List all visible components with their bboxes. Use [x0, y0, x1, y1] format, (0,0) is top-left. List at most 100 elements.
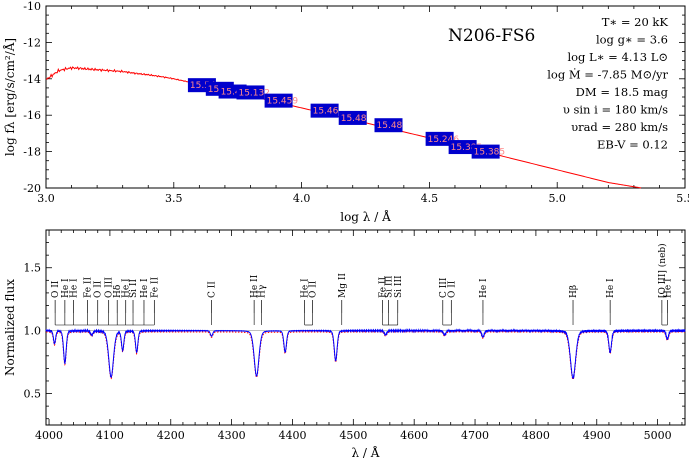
line-id: He II — [250, 274, 260, 313]
line-id-label: Fe II — [379, 277, 389, 298]
photometry-label: 15.132 — [238, 88, 269, 98]
spectrum-y-tick-label: 1.0 — [24, 325, 42, 338]
line-id-label: O II — [51, 280, 61, 298]
photometry-point: 15.48 — [338, 110, 367, 125]
line-id: Mg II — [338, 273, 348, 313]
line-id: Hγ — [257, 285, 267, 313]
line-id: He I — [140, 278, 150, 313]
spectrum-panel: 4000 4100 4200 4300 4400 4500 4600 4700 4800 4900… — [3, 229, 686, 460]
line-id-label: He II — [250, 274, 260, 298]
photometry-label: 15.54 — [190, 81, 216, 91]
sed-y-tick-label: -18 — [23, 146, 41, 159]
line-id: C III — [439, 277, 449, 313]
sed-y-axis-label: log fλ [erg/s/cm²/Å] — [2, 38, 17, 156]
line-id: He I — [606, 278, 616, 313]
line-id: He I — [301, 278, 311, 313]
line-id-label: Hβ — [569, 285, 579, 298]
line-id-label: Hγ — [257, 285, 267, 298]
spectrum-y-tick-label: 0.5 — [24, 388, 42, 401]
sed-y-tick-label: -12 — [23, 36, 41, 49]
line-id: Fe II — [150, 277, 160, 313]
photometry-box — [264, 93, 293, 108]
model-spectrum-dotted — [46, 331, 686, 381]
line-id: O II — [447, 280, 457, 313]
spectrum-axis-ticks: 4000 4100 4200 4300 4400 4500 4600 4700 4800 4900… — [24, 230, 685, 442]
sed-y-tick-label: -10 — [23, 0, 41, 13]
photometry-label: 15.484 — [221, 88, 253, 98]
spectrum-x-tick-label: 4500 — [339, 429, 367, 442]
sed-axis-ticks: 3.0 3.5 4.0 4.5 5.0 5.5 -20 -18 -16 -14 -12 -10 — [23, 0, 689, 205]
line-id-label: He I — [69, 278, 79, 298]
stellar-parameter: log L∗ = 4.13 L⊙ — [567, 50, 668, 64]
line-id-label: He I — [122, 278, 132, 298]
photometry-box — [448, 140, 477, 155]
photometry-label: 15.246 — [428, 135, 460, 145]
photometry-point: 15.385 — [471, 144, 506, 159]
photometry-label: 15.385 — [474, 148, 506, 158]
line-id-label: Si II — [129, 279, 139, 298]
photometry-label: 15.48 — [341, 114, 367, 124]
photometry-box — [236, 85, 265, 100]
sed-x-tick-label: 4.5 — [421, 192, 439, 205]
line-id: Hδ — [113, 285, 123, 313]
spectrum-x-tick-label: 4700 — [461, 429, 489, 442]
spectrum-x-tick-label: 5000 — [644, 429, 672, 442]
sed-x-tick-label: 4.0 — [293, 192, 311, 205]
spectrum-x-tick-label: 4400 — [278, 429, 306, 442]
photometry-point: 15.48 — [374, 118, 403, 133]
photometry-label: 15.46 — [313, 107, 339, 117]
line-id: Fe II — [83, 277, 93, 313]
line-id: Hβ — [569, 285, 579, 313]
sed-x-axis-label: log λ / Å — [340, 209, 391, 224]
line-id-label: He I — [61, 278, 71, 298]
line-id-label: Fe II — [150, 277, 160, 298]
line-id: O II — [94, 280, 104, 313]
line-id: Si III — [385, 275, 395, 313]
line-id-label: He I — [479, 278, 489, 298]
photometry-label: 15.385 — [451, 143, 483, 153]
line-id: Si II — [129, 279, 139, 313]
spectrum-y-tick-label: 1.5 — [24, 262, 42, 275]
line-id-label: He I — [663, 278, 673, 298]
spectrum-x-tick-label: 4600 — [400, 429, 428, 442]
observed-spectrum — [45, 328, 686, 379]
spectrum-x-tick-label: 4100 — [96, 429, 124, 442]
line-id-label: O III — [105, 277, 115, 298]
photometry-box — [425, 131, 454, 146]
line-id-label: [O III] (neb) — [657, 243, 668, 298]
spectrum-x-axis-label: λ / Å — [352, 445, 380, 460]
sed-x-tick-label: 5.5 — [676, 192, 689, 205]
line-id-label: O II — [309, 280, 319, 298]
sed-photometry-boxes: 15.5415.59715.48415.13215.45915.4615.481… — [187, 78, 506, 159]
line-id: Si III — [394, 275, 404, 313]
sed-x-tick-label: 5.0 — [548, 192, 566, 205]
spectrum-x-tick-label: 4800 — [522, 429, 550, 442]
spectrum-y-axis-label: Normalized flux — [3, 279, 17, 376]
line-id: He I — [122, 278, 132, 313]
line-id: O II — [309, 280, 319, 313]
stellar-parameter: DM = 18.5 mag — [576, 85, 669, 99]
spectrum-x-tick-label: 4300 — [218, 429, 246, 442]
star-name: N206-FS6 — [448, 26, 535, 46]
line-id: Fe II — [379, 277, 389, 313]
line-id: He I — [663, 278, 673, 313]
line-id-label: Si III — [385, 275, 395, 298]
line-id-label: C II — [208, 281, 218, 298]
sed-x-tick-label: 3.0 — [37, 192, 55, 205]
sed-panel: 3.0 3.5 4.0 4.5 5.0 5.5 -20 -18 -16 -14 -12 -10 15.… — [2, 0, 689, 224]
sed-y-tick-label: -14 — [23, 73, 41, 86]
line-id-label: C III — [439, 277, 449, 298]
photometry-point: 15.459 — [264, 93, 299, 108]
stellar-parameter: υrad = 280 km/s — [571, 120, 668, 134]
photometry-point: 15.46 — [310, 103, 339, 118]
photometry-label: 15.459 — [267, 97, 299, 107]
line-id-label: He I — [301, 278, 311, 298]
photometry-box — [310, 103, 339, 118]
sed-y-tick-label: -20 — [23, 182, 41, 195]
stellar-parameter: log g∗ = 3.6 — [596, 33, 668, 47]
line-id: He I — [479, 278, 489, 313]
line-id-label: He I — [606, 278, 616, 298]
photometry-point: 15.385 — [448, 140, 483, 155]
